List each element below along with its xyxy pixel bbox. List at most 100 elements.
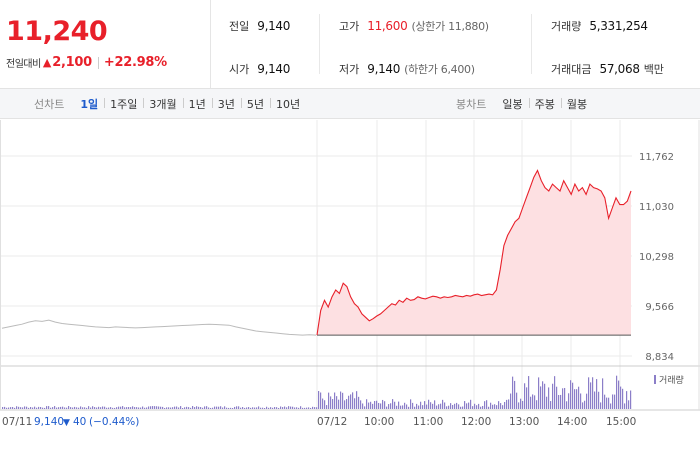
volume-bar [300, 406, 302, 409]
volume-bar [312, 406, 314, 409]
volume-bar [604, 394, 606, 409]
volume-bar [598, 391, 600, 409]
down-arrow-icon: ▼ [63, 418, 70, 428]
volume-bar [2, 407, 4, 409]
volume-bar [206, 406, 208, 409]
volume-bar [482, 405, 484, 409]
volume-bar [540, 386, 542, 409]
volume-bar [128, 407, 130, 409]
volume-bar [134, 407, 136, 409]
volume-bar [378, 402, 380, 409]
volume-bar [420, 401, 422, 409]
volume-bar [18, 406, 20, 409]
volume-bar [438, 404, 440, 409]
volume-bar [110, 407, 112, 409]
volume-bar [452, 404, 454, 409]
stat-low: 저가 9,140 (하한가 6,400) [339, 61, 475, 77]
volume-bar [606, 397, 608, 409]
tab-10y[interactable]: 10년 [270, 96, 306, 112]
volume-bar [86, 407, 88, 409]
tab-3y[interactable]: 3년 [211, 96, 241, 112]
volume-bar [48, 406, 50, 409]
volume-bar [76, 407, 78, 409]
volume-bar [4, 406, 6, 409]
volume-bar [626, 391, 628, 409]
tab-1y[interactable]: 1년 [182, 96, 212, 112]
tab-daily[interactable]: 일봉 [502, 97, 523, 111]
volume-bar [216, 406, 218, 409]
volume-bar [52, 407, 54, 409]
volume-bar [616, 375, 618, 409]
volume-bar [62, 406, 64, 409]
stat-value: 57,068 [599, 62, 640, 76]
volume-bar [394, 401, 396, 409]
volume-bar [138, 407, 140, 409]
volume-bar [430, 402, 432, 409]
volume-bar [624, 403, 626, 409]
tab-weekly[interactable]: 주봉 [528, 96, 561, 112]
stat-turnover: 거래대금 57,068 백만 [551, 61, 664, 77]
volume-bar [88, 406, 90, 409]
change-percent: +22.98% [103, 55, 167, 70]
volume-bar [310, 407, 312, 409]
volume-bar [252, 407, 254, 409]
volume-bar [264, 407, 266, 409]
divider [319, 14, 320, 74]
volume-bar [278, 407, 280, 409]
volume-bar [536, 400, 538, 409]
volume-bar [576, 389, 578, 409]
volume-bar [442, 399, 444, 409]
volume-bar [274, 407, 276, 409]
volume-bar [422, 405, 424, 409]
volume-bar [484, 401, 486, 409]
volume-bar [222, 407, 224, 409]
volume-bar [296, 407, 298, 409]
volume-bar [98, 406, 100, 409]
volume-bar [152, 406, 154, 409]
volume-bar [400, 405, 402, 409]
volume-legend-label: 거래량 [659, 374, 684, 386]
volume-bar [172, 407, 174, 409]
tab-3m[interactable]: 3개월 [143, 96, 182, 112]
price-tick-label: 11,030 [639, 202, 674, 213]
volume-bar [100, 407, 102, 409]
volume-bar [174, 406, 176, 409]
volume-bar [366, 399, 368, 409]
tab-5y[interactable]: 5년 [240, 96, 270, 112]
stat-value: 11,600 [367, 19, 408, 33]
volume-bar [502, 405, 504, 409]
volume-bar [130, 407, 132, 409]
tab-1d[interactable]: 1일 [80, 97, 99, 111]
volume-bar [70, 407, 72, 409]
volume-bar [586, 393, 588, 409]
volume-bar [370, 401, 372, 409]
volume-bar [20, 407, 22, 409]
volume-bar [552, 383, 554, 409]
volume-bar [590, 382, 592, 409]
volume-bar [282, 407, 284, 409]
price-chart[interactable]: 11,762 11,030 10,298 9,566 8,834 거래량 07/12 10… [0, 120, 700, 450]
volume-bar [66, 407, 68, 409]
price-tick-label: 9,566 [645, 302, 674, 313]
volume-bar [436, 405, 438, 409]
volume-bar [554, 376, 556, 409]
tab-monthly[interactable]: 월봉 [560, 96, 593, 112]
volume-bar [176, 406, 178, 409]
volume-bar [160, 406, 162, 409]
volume-bar [200, 407, 202, 409]
volume-bar [364, 406, 366, 409]
volume-bar [14, 407, 16, 409]
volume-bar [448, 405, 450, 409]
volume-bar [470, 399, 472, 409]
divider [97, 56, 99, 69]
volume-bar [474, 403, 476, 409]
tab-1w[interactable]: 1주일 [104, 96, 143, 112]
price-change: 전일대비 ▲ 2,100 +22.98% [6, 55, 167, 70]
stat-label: 거래량 [551, 20, 582, 33]
chart-period-tabs: 선차트 1일 1주일 3개월 1년 3년 5년 10년 봉차트 일봉 주봉 월봉 [0, 88, 700, 119]
volume-bar [154, 406, 156, 409]
volume-bar [256, 407, 258, 409]
volume-bar [588, 377, 590, 409]
volume-bar [618, 380, 620, 409]
volume-bar [524, 383, 526, 409]
